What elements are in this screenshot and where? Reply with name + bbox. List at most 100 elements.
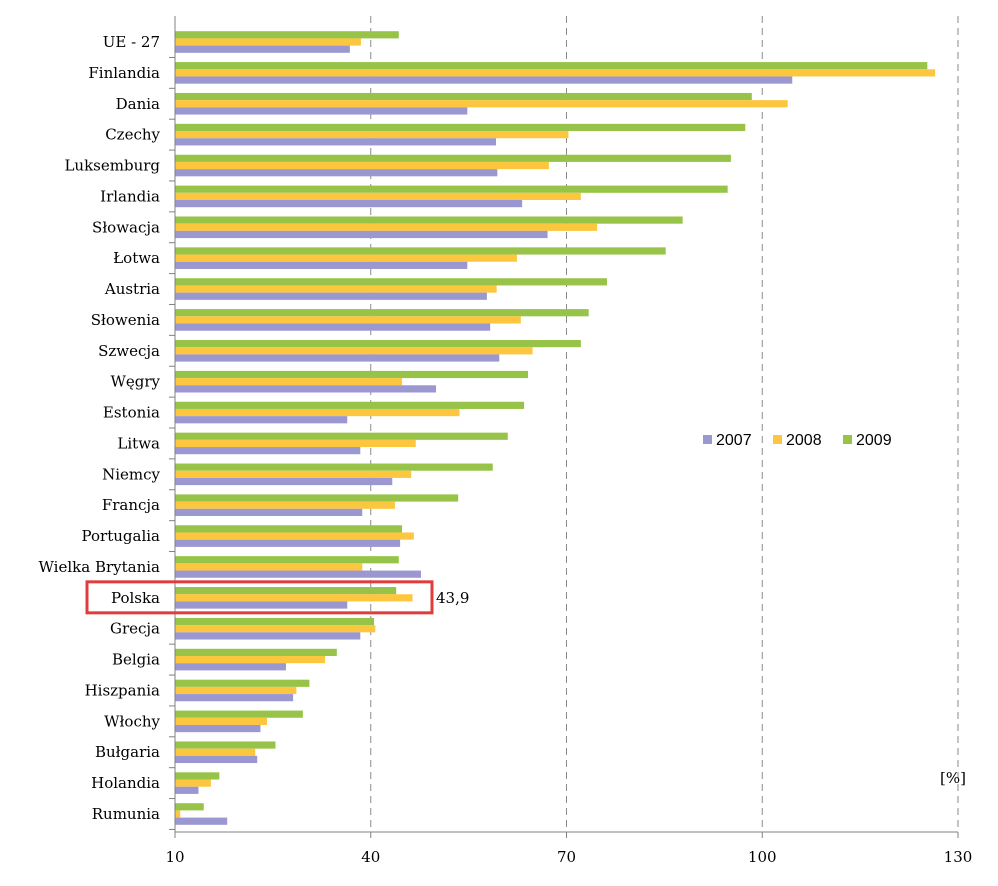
bar-2007 <box>175 385 436 393</box>
category-label: Szwecja <box>98 342 160 360</box>
bar-2008 <box>175 563 363 571</box>
bar-2007 <box>175 107 468 115</box>
bar-2009 <box>175 432 508 440</box>
category-label: Grecja <box>110 620 160 638</box>
category-label: Holandia <box>91 774 160 792</box>
bar-2009 <box>175 185 728 193</box>
bar-2009 <box>175 494 459 502</box>
category-label: Polska <box>111 589 160 607</box>
category-label: Estonia <box>103 404 160 422</box>
bar-2007 <box>175 354 500 362</box>
bar-2008 <box>175 532 414 540</box>
bar-2007 <box>175 508 363 516</box>
category-label: Dania <box>116 95 160 113</box>
bar-2007 <box>175 601 348 609</box>
bar-2008 <box>175 378 403 386</box>
bar-2007 <box>175 416 348 424</box>
bar-2009 <box>175 525 403 533</box>
category-label: Wielka Brytania <box>39 558 161 576</box>
bar-2008 <box>175 316 521 324</box>
bar-2008 <box>175 131 569 139</box>
bar-2008 <box>175 69 936 77</box>
unit-label: [%] <box>940 769 966 787</box>
x-tick-labels: 10 40 70 100 130 <box>165 848 972 866</box>
legend-item-2007: 2007 <box>703 432 752 449</box>
category-label: Hiszpania <box>85 681 160 699</box>
legend-item-2009: 2009 <box>843 432 892 449</box>
bar-2008 <box>175 501 395 509</box>
bar-2009 <box>175 648 337 656</box>
legend-swatch <box>703 435 712 444</box>
bar-2008 <box>175 223 598 231</box>
annotation-value: 43,9 <box>436 589 469 607</box>
bar-2009 <box>175 401 525 409</box>
bar-2008 <box>175 347 533 355</box>
x-tick-label: 40 <box>361 848 380 866</box>
category-label: Austria <box>104 280 160 298</box>
bar-2008 <box>175 717 268 725</box>
bar-2008 <box>175 439 416 448</box>
bar-2008 <box>175 594 413 602</box>
bar-2007 <box>175 261 468 269</box>
bar-2007 <box>175 200 523 208</box>
category-labels: UE - 27 Finlandia Dania Czechy Luksemburg Irl… <box>39 33 161 823</box>
bar-2008 <box>175 686 297 695</box>
category-label: Belgia <box>112 651 160 669</box>
bar-2007 <box>175 663 286 671</box>
highlight-annotation: 43,9 <box>85 580 469 615</box>
bar-2007 <box>175 694 294 702</box>
bar-2009 <box>175 154 731 162</box>
bar-2009 <box>175 309 589 317</box>
bar-2009 <box>175 278 607 286</box>
x-tick-label: 10 <box>165 848 184 866</box>
bar-2007 <box>175 724 261 733</box>
bar-2008 <box>175 161 549 170</box>
bar-2007 <box>175 447 361 455</box>
category-label: Włochy <box>104 712 160 730</box>
category-label: Francja <box>102 496 160 514</box>
bar-2009 <box>175 370 529 379</box>
bar-2009 <box>175 679 310 687</box>
bar-2008 <box>175 254 517 262</box>
legend: 2007 2008 2009 <box>703 432 892 449</box>
category-label: Litwa <box>117 434 160 452</box>
category-label: Portugalia <box>82 527 161 545</box>
bar-2007 <box>175 632 361 640</box>
bar-2007 <box>175 292 487 300</box>
legend-label: 2007 <box>716 432 752 449</box>
category-label: UE - 27 <box>103 33 160 51</box>
bar-2007 <box>175 323 491 331</box>
category-label: Słowenia <box>91 311 160 329</box>
bar-2007 <box>175 477 393 486</box>
bar-2008 <box>175 779 211 787</box>
bar-2009 <box>175 340 581 348</box>
bar-2007 <box>175 45 350 53</box>
legend-label: 2009 <box>856 432 892 449</box>
legend-item-2008: 2008 <box>773 432 822 449</box>
bar-2007 <box>175 539 401 547</box>
bar-2009 <box>175 216 683 224</box>
bar-2007 <box>175 230 548 239</box>
bars <box>175 31 936 825</box>
legend-swatch <box>843 435 852 444</box>
bar-2007 <box>175 76 793 84</box>
bar-2008 <box>175 748 256 756</box>
bar-2007 <box>175 169 498 177</box>
x-tick-label: 70 <box>557 848 576 866</box>
category-label: Słowacja <box>92 218 160 236</box>
bar-2008 <box>175 38 361 46</box>
bar-2009 <box>175 772 220 780</box>
bar-2009 <box>175 803 204 811</box>
category-label: Luksemburg <box>64 157 160 175</box>
category-label: Rumunia <box>92 805 160 823</box>
bar-2007 <box>175 755 258 764</box>
category-label: Czechy <box>105 126 160 144</box>
category-label: Irlandia <box>100 187 160 205</box>
bar-2009 <box>175 587 397 595</box>
category-label: Łotwa <box>113 249 160 267</box>
bar-2009 <box>175 556 399 564</box>
bar-2009 <box>175 247 666 255</box>
bar-2009 <box>175 92 752 101</box>
bar-2007 <box>175 138 497 146</box>
bar-2009 <box>175 31 399 39</box>
